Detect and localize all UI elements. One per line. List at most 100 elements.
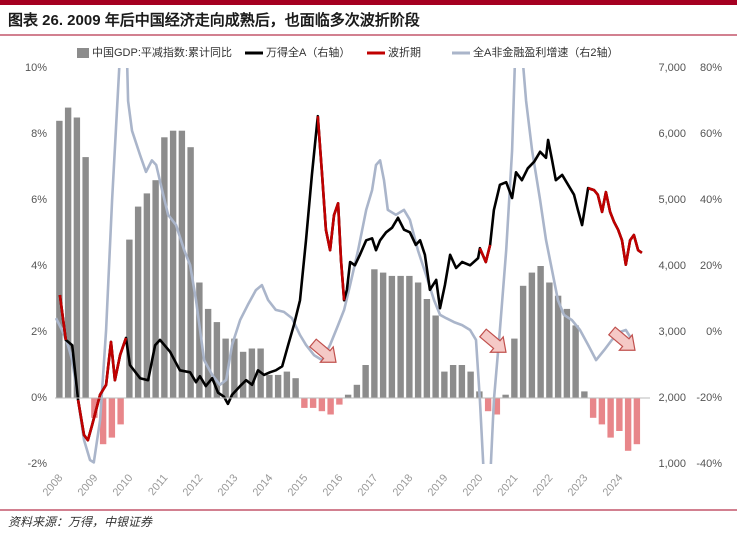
bar [152,180,159,398]
bar [56,120,63,399]
line [58,116,643,442]
x-tick-label: 2015 [286,472,311,498]
bar [292,378,299,398]
top-band [0,0,737,5]
bar [554,295,562,398]
bar [502,394,509,398]
x-tick-label: 2022 [531,472,556,498]
bar [388,275,396,398]
bar [274,374,282,398]
x-tick-label: 2010 [111,472,136,498]
y3-tick-label: -20% [696,392,722,404]
legend-swatch [77,48,89,58]
y2-tick-label: 3,000 [658,326,686,338]
bar [362,365,369,398]
arrow [607,326,636,351]
x-tick-label: 2017 [356,472,381,498]
x-tick-label: 2024 [601,472,626,498]
chart-title: 图表 26. 2009 年后中国经济走向成熟后，也面临多次波折阶段 [8,11,420,29]
bar [283,371,291,398]
y-tick-label: 8% [31,128,47,140]
x-tick-label: 2018 [391,472,416,498]
bar [458,365,466,398]
x-tick-label: 2011 [146,472,170,498]
bar [607,398,614,438]
y3-tick-label: 40% [700,194,722,206]
bar [563,308,571,398]
bar [581,391,588,398]
x-tick-label: 2012 [181,472,206,498]
bar [134,206,142,398]
bar [161,137,168,399]
bar [519,285,527,398]
bar [143,193,151,398]
y3-tick-label: 0% [706,326,722,338]
bar [633,398,641,445]
bar [441,371,448,398]
bar [99,398,107,445]
line [55,68,634,464]
bar [423,299,431,398]
bar [248,348,256,398]
bar [301,398,308,408]
bar [414,282,422,398]
bar [371,269,378,398]
bar [336,398,343,405]
legend-label: 波折期 [388,45,421,59]
bar [91,398,98,418]
bar [432,315,439,398]
bar [528,272,536,398]
bar [589,398,597,418]
bar [82,157,89,398]
bar [196,282,203,398]
x-tick-label: 2020 [461,472,486,498]
bar [572,325,579,398]
bar [624,398,632,451]
bar [467,371,474,398]
bar [511,338,518,398]
bar [239,351,247,398]
bar [204,308,212,398]
x-tick-label: 2009 [76,472,101,498]
x-tick-label: 2013 [216,472,241,498]
y3-tick-label: -40% [696,458,722,470]
y2-tick-label: 1,000 [658,458,686,470]
arrow [308,338,337,363]
bar [213,322,221,398]
bar [484,398,492,412]
x-tick-label: 2019 [426,472,451,498]
bar [108,398,116,438]
annotation-arrows [308,326,636,363]
y-tick-label: 10% [25,62,47,74]
y2-tick-label: 6,000 [658,128,686,140]
bar [598,398,606,425]
y-tick-label: 0% [31,392,47,404]
y-tick-label: 2% [31,326,47,338]
y2-tick-label: 5,000 [658,194,686,206]
y-tick-label: 4% [31,260,47,272]
y3-tick-label: 60% [700,128,722,140]
bar [379,272,387,398]
bar [327,398,334,415]
bar [117,398,124,425]
x-tick-label: 2014 [251,472,276,498]
source-note: 资料来源：万得，中银证券 [8,515,153,529]
bar [493,398,501,415]
bar [537,266,544,398]
bar [397,275,404,398]
y3-tick-label: 20% [700,260,722,272]
bar [344,394,352,398]
line [58,114,643,442]
bar [546,282,553,398]
bar [406,275,413,398]
bar [64,107,72,398]
x-tick-label: 2008 [41,472,66,498]
legend-label: 中国GDP:平减指数:累计同比 [92,45,232,59]
bar [309,398,317,408]
x-tick-label: 2023 [566,472,591,498]
bar [231,338,238,398]
y2-tick-label: 4,000 [658,260,686,272]
x-tick-label: 2021 [496,472,521,498]
arrow [478,328,507,353]
